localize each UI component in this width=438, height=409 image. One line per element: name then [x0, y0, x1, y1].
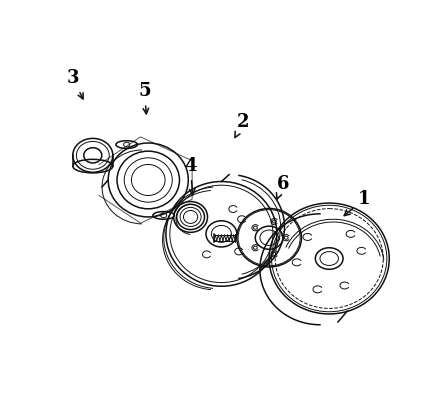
- Text: 4: 4: [184, 157, 197, 195]
- Text: 3: 3: [67, 70, 83, 99]
- Text: 6: 6: [276, 175, 289, 199]
- Text: 5: 5: [138, 83, 151, 114]
- Text: 2: 2: [235, 113, 249, 137]
- Text: 1: 1: [344, 190, 370, 216]
